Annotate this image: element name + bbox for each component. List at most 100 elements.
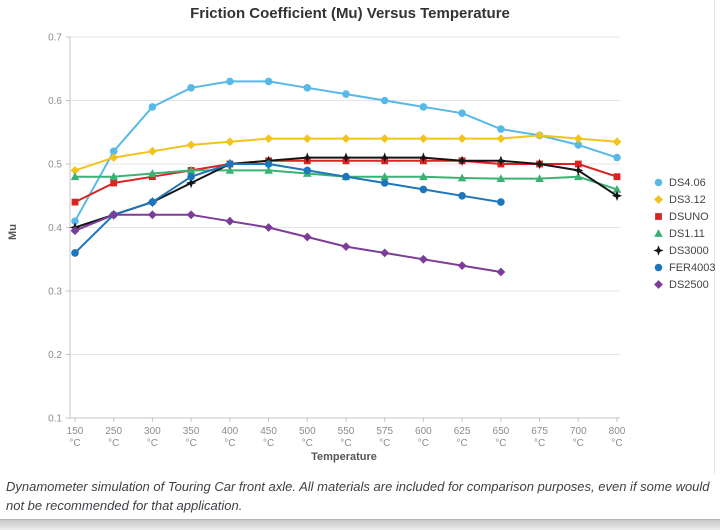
legend-item-DSUNO[interactable]: DSUNO [652,210,715,223]
circle-marker-icon [71,217,79,225]
x-tick-unit: °C [108,438,119,449]
x-tick-unit: °C [224,438,235,449]
diamond-marker-icon [148,210,157,220]
legend-item-DS3000[interactable]: DS3000 [652,244,715,257]
x-tick-label: 625 [454,426,471,437]
star-marker-icon [611,190,623,201]
star-marker-icon [340,152,352,163]
triangle-marker-icon [225,166,235,174]
circle-marker-icon [497,125,505,133]
legend-item-DS1.11[interactable]: DS1.11 [652,227,715,240]
star-marker-icon [185,177,197,189]
star-marker-icon [418,152,429,163]
triangle-marker-icon [186,166,196,174]
diamond-marker-icon [654,195,663,204]
gridlines [70,36,620,355]
x-tick-unit: °C [573,438,584,449]
legend-item-DS4.06[interactable]: DS4.06 [652,176,715,189]
series-DS3.12 [70,131,622,175]
diamond-marker-icon [457,261,467,270]
diamond-marker-icon [148,146,157,156]
legend-label: DS3.12 [669,193,706,206]
legend-circle-icon [654,178,663,187]
circle-marker-icon [71,249,79,257]
diamond-marker-icon [186,210,196,220]
diamond-marker-icon [380,134,390,143]
diamond-marker-icon [573,134,583,143]
star-marker-icon [573,165,584,176]
diamond-marker-icon [302,232,312,242]
triangle-marker-icon [109,172,118,181]
legend-triangle-icon [654,229,663,237]
diamond-marker-icon [302,134,312,143]
circle-marker-icon [187,172,195,181]
triangle-marker-icon [612,185,622,193]
x-tick-unit: °C [495,438,506,449]
y-tick-label: 0.4 [48,223,62,234]
triangle-marker-icon [148,169,157,177]
circle-marker-icon [654,263,663,272]
legend-item-DS3.12[interactable]: DS3.12 [652,193,715,206]
x-tick-unit: °C [534,438,545,449]
circle-marker-icon [226,77,234,86]
circle-marker-icon [226,160,234,168]
y-tick-label: 0.2 [48,350,62,361]
triangle-marker-icon [264,166,273,174]
diamond-marker-icon [225,216,235,226]
legend-label: DS4.06 [669,176,706,189]
x-tick-unit: °C [611,438,622,449]
y-tick-label: 0.6 [48,96,62,107]
series-layer [69,77,623,277]
legend-label: DS2500 [669,278,709,291]
circle-marker-icon [458,109,466,117]
legend-label: FER4003 [669,261,716,274]
legend-label: DSUNO [669,210,709,223]
y-tick-label: 0.5 [48,160,62,171]
circle-marker-icon [380,96,389,105]
x-tick-label: 700 [570,426,587,437]
circle-marker-icon [303,84,312,92]
legend-label: DS1.11 [669,227,705,240]
diamond-marker-icon [535,131,544,140]
circle-marker-icon [109,147,118,156]
y-tick-label: 0.1 [48,414,62,425]
legend-item-DS2500[interactable]: DS2500 [652,278,715,291]
circle-marker-icon [419,185,428,194]
legend-item-FER4003[interactable]: FER4003 [652,261,715,274]
diamond-marker-icon [186,140,196,150]
x-tick-unit: °C [147,438,158,449]
legend: DS4.06 DS3.12 DSUNO DS1.11 DS3000 FER4003 DS25… [652,176,715,291]
x-tick-unit: °C [302,438,313,449]
triangle-marker-icon [419,172,428,181]
chart-panel: Friction Coefficient (Mu) Versus Tempera… [7,0,716,474]
x-tick-unit: °C [69,438,80,449]
diamond-marker-icon [70,166,80,175]
triangle-marker-icon [574,172,583,181]
square-marker-icon [655,213,662,220]
circle-marker-icon [458,192,466,200]
triangle-marker-icon [496,174,506,182]
y-axis-title: Mu [7,224,19,240]
circle-marker-icon [574,141,583,149]
series-line-FER4003 [74,163,502,254]
x-tick-label: 575 [376,426,393,437]
circle-marker-icon [497,198,505,206]
diamond-marker-icon [264,134,273,143]
axes: 0.10.20.30.40.50.60.7150°C250°C300°C350°… [48,33,626,450]
x-tick-label: 300 [144,426,161,437]
square-marker-icon [613,173,621,181]
diamond-marker-icon [654,280,663,289]
circle-marker-icon [613,153,621,162]
circle-marker-icon [419,103,428,111]
x-tick-label: 500 [299,426,316,437]
x-tick-label: 250 [105,426,122,437]
diamond-marker-icon [419,134,428,143]
triangle-marker-icon [380,172,389,181]
line-chart: 0.10.20.30.40.50.60.7150°C250°C300°C350°… [7,33,626,464]
legend-label: DS3000 [669,244,709,257]
circle-marker-icon [380,179,389,187]
circle-marker-icon [264,160,273,168]
x-tick-label: 600 [415,426,432,437]
diamond-marker-icon [109,210,119,220]
